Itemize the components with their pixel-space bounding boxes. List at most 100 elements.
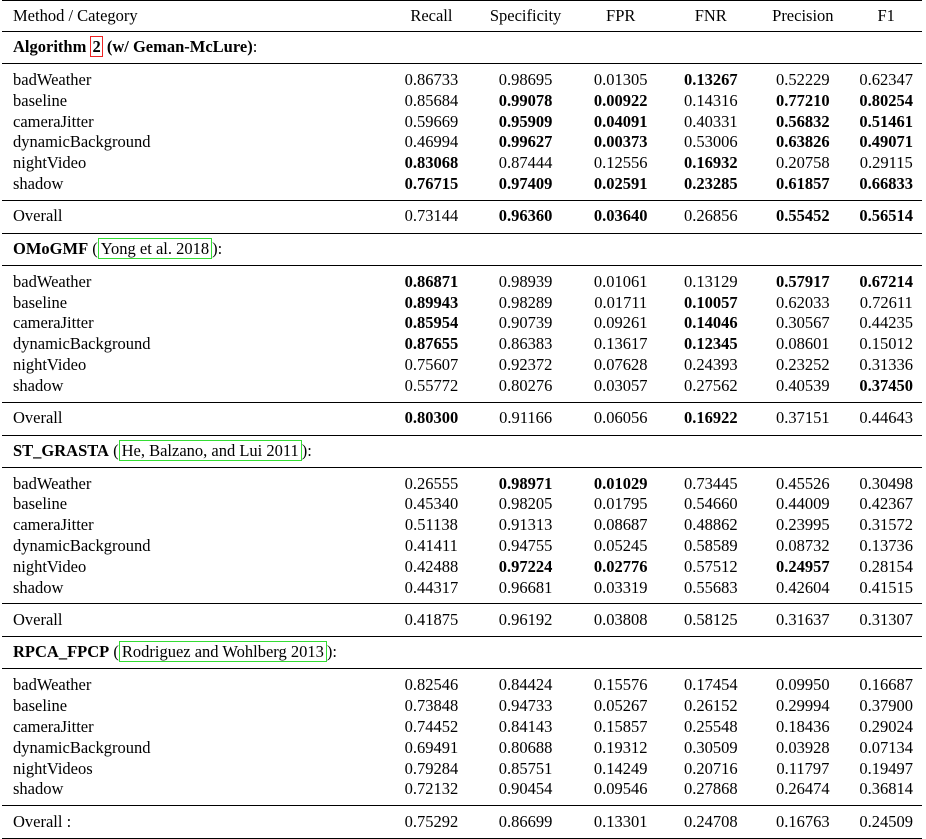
fnr-cell: 0.26152 xyxy=(683,696,738,716)
citation-link[interactable]: Yong et al. 2018 xyxy=(97,237,213,259)
f1-cell: 0.44643 xyxy=(850,402,922,436)
specificity-cell: 0.96192 xyxy=(475,603,576,638)
category-cell: dynamicBackground xyxy=(13,535,151,555)
table-row: cameraJitter 0.85954 0.90739 0.09261 0.14046… xyxy=(2,313,922,334)
fnr-cell: 0.73445 xyxy=(683,473,738,493)
recall-cell: 0.80300 xyxy=(386,402,476,436)
category-cell: Overall : xyxy=(2,805,387,839)
specificity-cell: 0.96360 xyxy=(475,200,576,234)
header-fpr: FPR xyxy=(575,0,667,32)
precision-cell: 0.55452 xyxy=(755,200,851,234)
fnr-cell: 0.26856 xyxy=(666,200,756,234)
table-row: baseline 0.85684 0.99078 0.00922 0.14316 0.77… xyxy=(2,91,922,112)
category-cell: dynamicBackground xyxy=(13,132,151,152)
table-row: baseline 0.45340 0.98205 0.01795 0.54660 0.44… xyxy=(2,494,922,515)
category-cell: dynamicBackground xyxy=(13,334,151,354)
fpr-cell: 0.00373 xyxy=(593,132,648,152)
fpr-cell: 0.09546 xyxy=(575,779,667,807)
category-cell: Overall xyxy=(2,402,387,436)
fnr-cell: 0.14046 xyxy=(683,313,738,333)
specificity-cell: 0.99078 xyxy=(498,90,553,110)
precision-cell: 0.18436 xyxy=(776,716,830,736)
overall-row: Overall 0.41875 0.96192 0.03808 0.58125 0.316… xyxy=(2,603,922,638)
recall-cell: 0.85954 xyxy=(404,313,459,333)
specificity-cell: 0.92372 xyxy=(498,354,553,374)
precision-cell: 0.08601 xyxy=(776,334,830,354)
specificity-cell: 0.98971 xyxy=(498,473,553,493)
recall-cell: 0.75607 xyxy=(404,354,459,374)
f1-cell: 0.24509 xyxy=(850,805,922,839)
f1-cell: 0.42367 xyxy=(859,494,914,514)
precision-cell: 0.30567 xyxy=(776,313,830,333)
fpr-cell: 0.05245 xyxy=(593,535,648,555)
f1-cell: 0.29024 xyxy=(859,716,914,736)
category-cell: cameraJitter xyxy=(13,515,94,535)
category-cell: baseline xyxy=(13,90,68,110)
f1-cell: 0.49071 xyxy=(859,132,914,152)
fnr-cell: 0.40331 xyxy=(683,111,738,131)
recall-cell: 0.75292 xyxy=(386,805,476,839)
table-row: shadow 0.72132 0.90454 0.09546 0.27868 0.2647… xyxy=(2,779,922,807)
fpr-cell: 0.09261 xyxy=(593,313,648,333)
f1-cell: 0.30498 xyxy=(859,473,914,493)
fpr-cell: 0.03319 xyxy=(575,577,667,605)
f1-cell: 0.15012 xyxy=(859,334,914,354)
precision-cell: 0.20758 xyxy=(776,153,830,173)
recall-cell: 0.79284 xyxy=(404,758,459,778)
table-row: dynamicBackground 0.46994 0.99627 0.00373 0.… xyxy=(2,132,922,153)
category-cell: Overall xyxy=(2,200,387,234)
method-title: RPCA_FPCP (Rodriguez and Wohlberg 2013): xyxy=(2,636,922,670)
citation-link[interactable]: 2 xyxy=(90,36,103,58)
f1-cell: 0.51461 xyxy=(859,111,914,131)
fnr-cell: 0.58125 xyxy=(666,603,756,638)
category-cell: badWeather xyxy=(13,473,92,493)
specificity-cell: 0.98289 xyxy=(498,292,553,312)
fnr-cell: 0.57512 xyxy=(683,556,738,576)
fnr-cell: 0.16922 xyxy=(666,402,756,436)
fnr-cell: 0.24708 xyxy=(666,805,756,839)
recall-cell: 0.83068 xyxy=(404,153,459,173)
specificity-cell: 0.98205 xyxy=(498,494,553,514)
specificity-cell: 0.85751 xyxy=(498,758,553,778)
precision-cell: 0.31637 xyxy=(755,603,851,638)
method-group-header: RPCA_FPCP (Rodriguez and Wohlberg 2013): xyxy=(2,636,922,670)
method-group-header: OMoGMF (Yong et al. 2018): xyxy=(2,233,922,266)
method-name: RPCA_FPCP xyxy=(13,642,110,662)
fpr-cell: 0.13617 xyxy=(593,334,648,354)
category-cell: cameraJitter xyxy=(13,313,94,333)
method-title: ST_GRASTA (He, Balzano, and Lui 2011): xyxy=(2,435,922,468)
citation-link[interactable]: Rodriguez and Wohlberg 2013 xyxy=(118,641,327,663)
precision-cell: 0.77210 xyxy=(776,90,830,110)
f1-cell: 0.56514 xyxy=(850,200,922,234)
header-method-category: Method / Category xyxy=(2,0,387,32)
category-cell: baseline xyxy=(13,696,68,716)
fpr-cell: 0.08687 xyxy=(593,515,648,535)
f1-cell: 0.41515 xyxy=(850,577,922,605)
category-cell: Overall xyxy=(2,603,387,638)
fpr-cell: 0.01711 xyxy=(594,292,648,312)
f1-cell: 0.31572 xyxy=(859,515,914,535)
f1-cell: 0.66833 xyxy=(850,173,922,201)
citation-link[interactable]: He, Balzano, and Lui 2011 xyxy=(118,439,302,461)
f1-cell: 0.07134 xyxy=(859,737,914,757)
fnr-cell: 0.30509 xyxy=(683,737,738,757)
precision-cell: 0.23995 xyxy=(776,515,830,535)
precision-cell: 0.56832 xyxy=(776,111,830,131)
f1-cell: 0.31336 xyxy=(859,354,914,374)
recall-cell: 0.74452 xyxy=(404,716,459,736)
table-row: nightVideo 0.83068 0.87444 0.12556 0.16932 0.… xyxy=(2,153,922,174)
fnr-cell: 0.58589 xyxy=(683,535,738,555)
precision-cell: 0.62033 xyxy=(776,292,830,312)
title-colon: : xyxy=(307,440,312,460)
specificity-cell: 0.84143 xyxy=(498,716,553,736)
specificity-cell: 0.99627 xyxy=(498,132,553,152)
recall-cell: 0.72132 xyxy=(386,779,476,807)
method-group-header: Algorithm 2 (w/ Geman-McLure): xyxy=(2,31,922,64)
f1-cell: 0.19497 xyxy=(859,758,914,778)
specificity-cell: 0.94733 xyxy=(498,696,553,716)
table-row: cameraJitter 0.51138 0.91313 0.08687 0.48862… xyxy=(2,515,922,536)
recall-cell: 0.76715 xyxy=(386,173,476,201)
recall-cell: 0.51138 xyxy=(404,515,458,535)
category-cell: cameraJitter xyxy=(13,716,94,736)
